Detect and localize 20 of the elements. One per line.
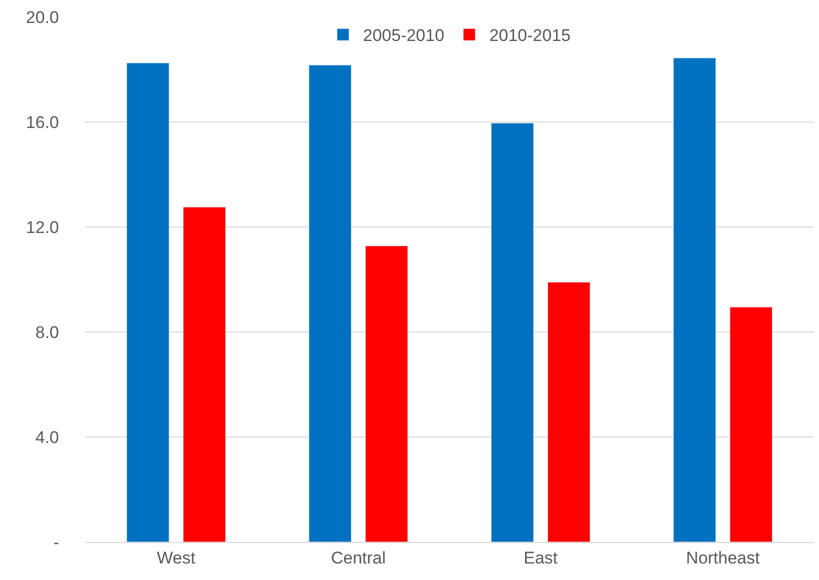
y-tick-label: 4.0 (35, 428, 59, 447)
bar (126, 62, 170, 542)
legend-label: 2010-2015 (489, 26, 571, 46)
y-tick-label: 8.0 (35, 322, 59, 342)
bar (182, 206, 226, 542)
x-tick-label: Central (330, 548, 386, 568)
y-tick-label: 16.0 (26, 112, 59, 132)
x-tick-label: West (156, 548, 196, 568)
y-tick-label: 20.0 (26, 8, 59, 27)
legend-label: 2005-2010 (363, 26, 444, 46)
y-tick-label: - (53, 532, 59, 552)
bar (308, 64, 352, 542)
x-tick-label: Northeast (686, 548, 760, 568)
bar (673, 58, 716, 542)
x-tick-label: East (524, 548, 558, 568)
bar (490, 122, 534, 542)
y-tick-label: 12.0 (26, 218, 59, 237)
bar (365, 246, 408, 542)
bar (547, 282, 590, 542)
bar (730, 306, 773, 542)
